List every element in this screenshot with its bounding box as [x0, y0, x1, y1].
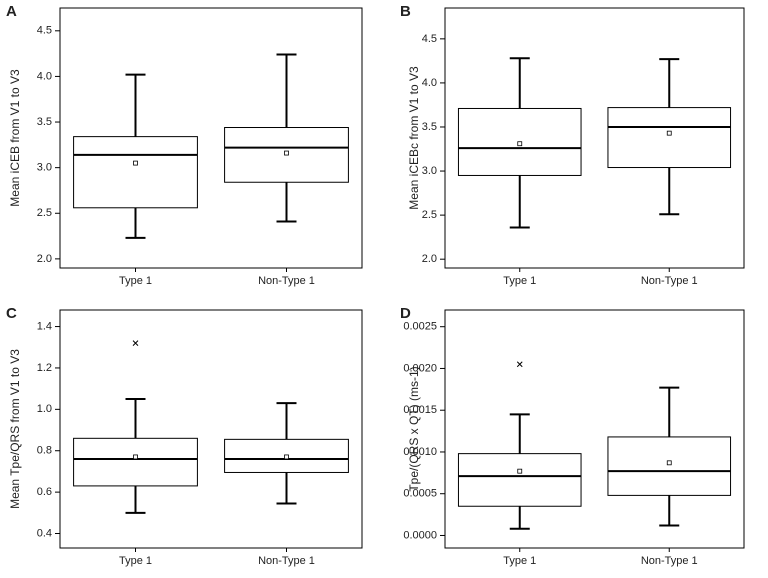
y-tick-label: 2.0	[422, 253, 437, 265]
y-tick-label: 0.0020	[403, 362, 437, 374]
y-tick-label: 0.0000	[403, 529, 437, 541]
panel-label: B	[400, 3, 411, 20]
mean	[517, 141, 523, 147]
y-tick-label: 3.0	[37, 162, 52, 174]
box	[73, 136, 198, 209]
box	[73, 437, 198, 487]
y-tick-label: 0.4	[37, 527, 52, 539]
y-tick-label: 0.8	[37, 445, 52, 457]
y-tick-label: 4.0	[422, 77, 437, 89]
y-tick-label: 0.6	[37, 486, 52, 498]
x-tick-label: Non-Type 1	[258, 275, 315, 287]
x-tick-label: Non-Type 1	[258, 555, 315, 567]
y-tick-label: 0.0005	[403, 488, 437, 500]
mean	[666, 130, 672, 136]
mean	[517, 468, 523, 474]
x-tick-label: Type 1	[503, 275, 536, 287]
box	[224, 438, 349, 473]
y-tick-label: 3.5	[422, 121, 437, 133]
x-tick-label: Type 1	[119, 555, 152, 567]
panel-label: C	[6, 305, 17, 322]
y-tick-label: 4.5	[37, 25, 52, 37]
y-tick-label: 1.2	[37, 362, 52, 374]
box	[457, 453, 582, 507]
y-axis-label: Mean Tpe/QRS from V1 to V3	[8, 349, 22, 509]
y-tick-label: 2.5	[422, 209, 437, 221]
y-tick-label: 3.0	[422, 165, 437, 177]
outlier	[132, 340, 139, 346]
mean	[133, 160, 138, 166]
mean	[666, 460, 672, 466]
y-tick-label: 1.4	[37, 320, 52, 332]
x-tick-label: Type 1	[503, 555, 536, 567]
plot-frame	[444, 309, 745, 549]
y-axis-label: Mean iCEB from V1 to V3	[8, 69, 22, 207]
y-tick-label: 4.0	[37, 70, 52, 82]
y-axis-label: Mean iCEBc from V1 to V3	[407, 66, 421, 210]
x-tick-label: Non-Type 1	[641, 275, 698, 287]
y-tick-label: 0.0010	[403, 446, 437, 458]
y-tick-label: 3.5	[37, 116, 52, 128]
outlier	[516, 361, 523, 368]
panel-label: A	[6, 3, 17, 20]
mean	[133, 454, 138, 460]
x-tick-label: Type 1	[119, 275, 152, 287]
y-tick-label: 2.5	[37, 207, 52, 219]
mean	[284, 454, 289, 460]
box	[607, 107, 732, 169]
plot-frame	[59, 7, 363, 269]
y-tick-label: 1.0	[37, 403, 52, 415]
mean	[284, 150, 289, 156]
x-tick-label: Non-Type 1	[641, 555, 698, 567]
y-tick-label: 0.0025	[403, 321, 437, 333]
y-axis-label: Tpe/(QRS x QT) (ms-1)	[407, 366, 421, 491]
y-tick-label: 0.0015	[403, 404, 437, 416]
y-tick-label: 4.5	[422, 33, 437, 45]
panel-label: D	[400, 305, 411, 322]
y-tick-label: 2.0	[37, 253, 52, 265]
plot-frame	[444, 7, 745, 269]
box	[607, 436, 732, 496]
plot-frame	[59, 309, 363, 549]
